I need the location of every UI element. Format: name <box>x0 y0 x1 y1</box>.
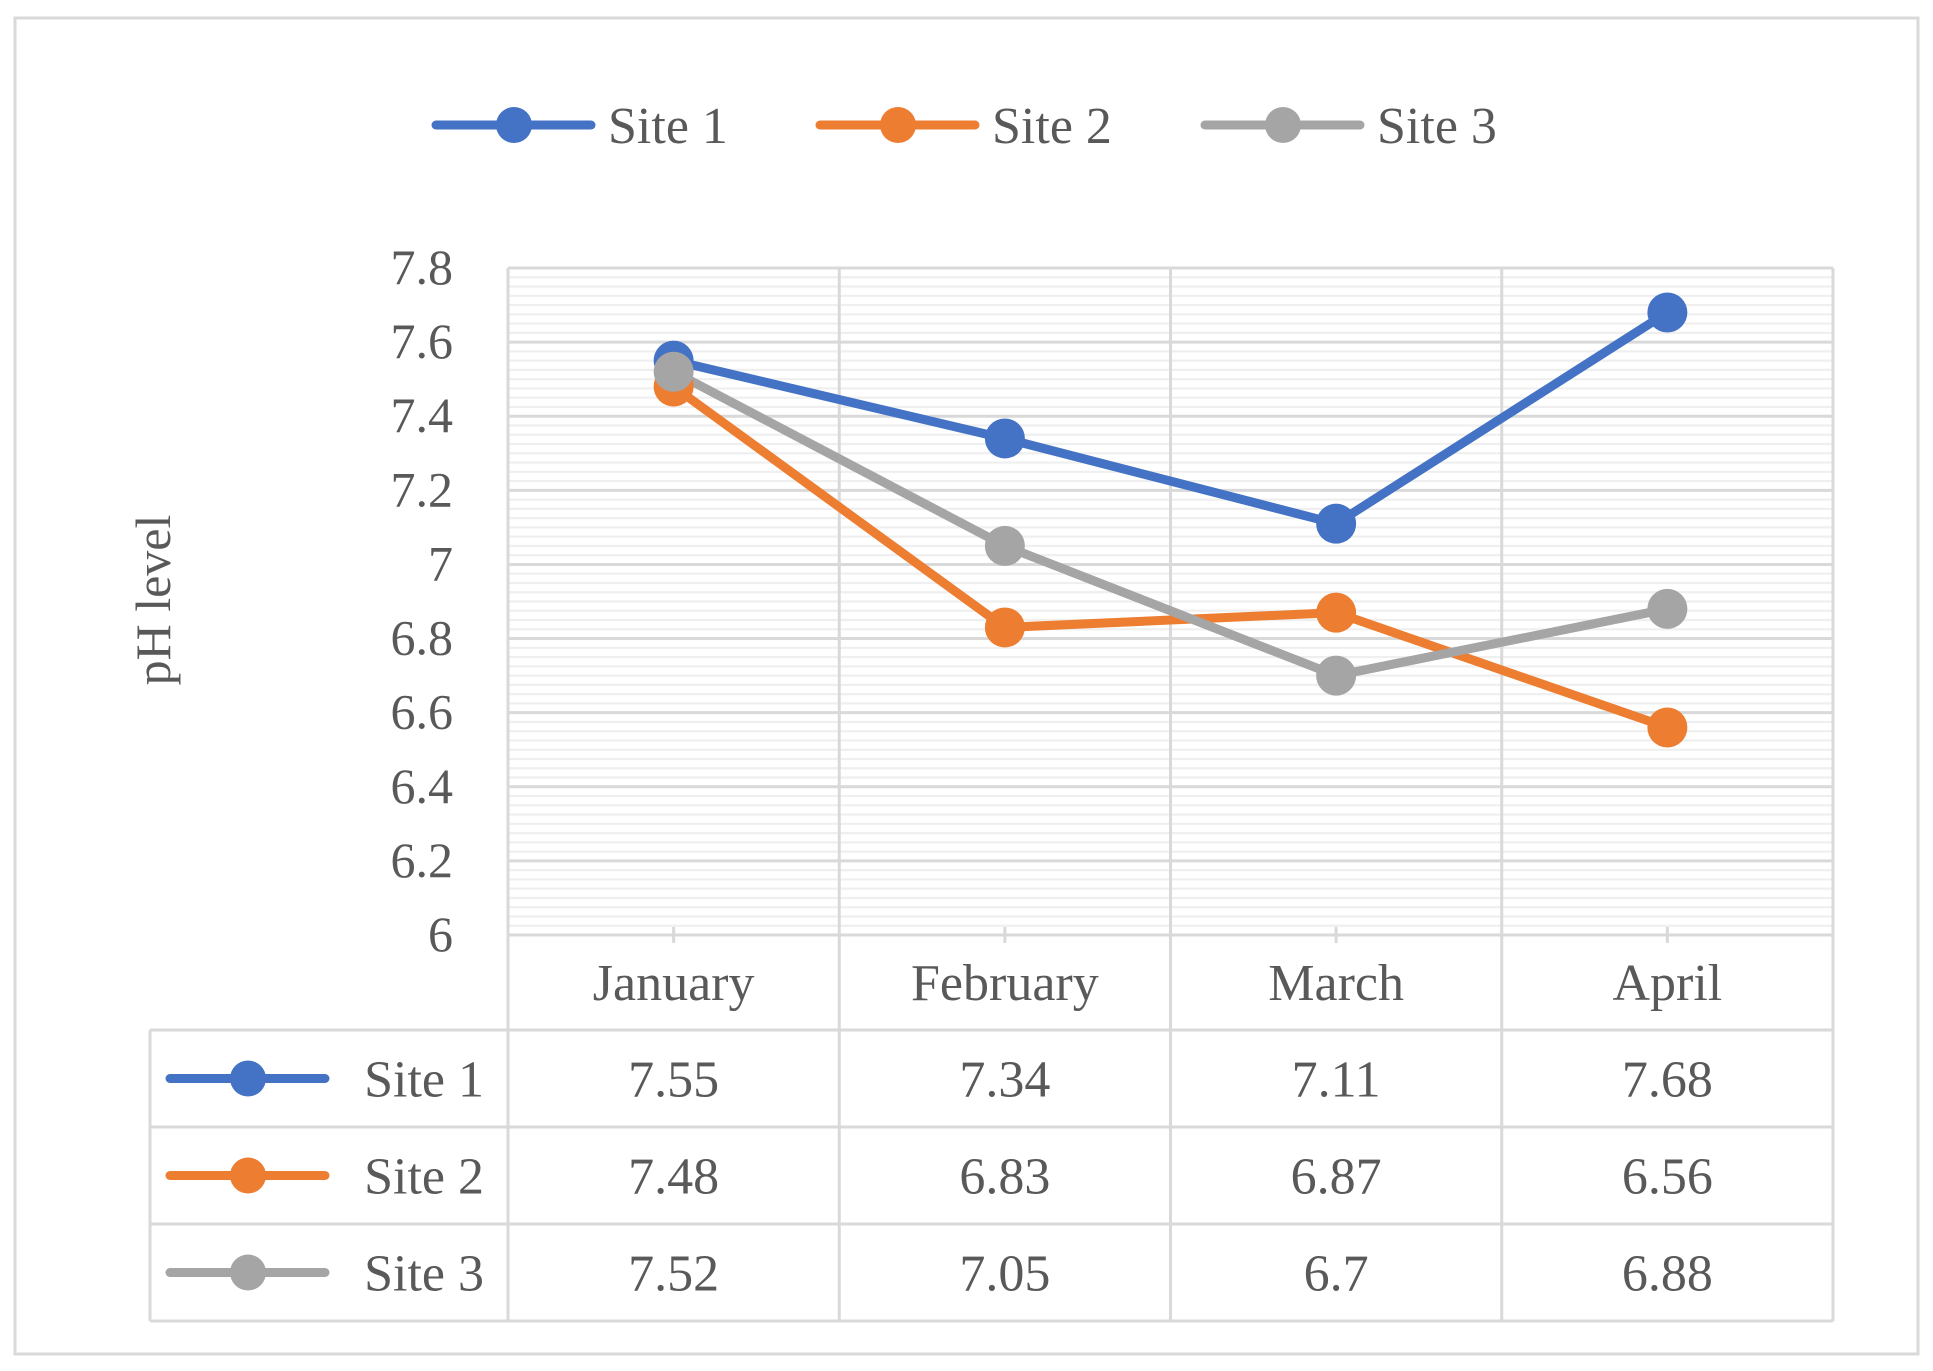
table-value-cell: 7.11 <box>1292 1052 1381 1109</box>
y-tick-label: 6.2 <box>391 832 454 888</box>
x-category-label: March <box>1268 955 1404 1012</box>
y-tick-label: 6.6 <box>391 684 454 740</box>
data-point-marker <box>1647 707 1688 748</box>
table-legend-key-marker <box>230 1060 266 1097</box>
table-value-cell: 7.55 <box>628 1052 719 1109</box>
data-point-marker <box>1316 503 1357 544</box>
legend-key-marker <box>496 107 532 143</box>
y-tick-label: 6.8 <box>391 610 454 666</box>
table-value-cell: 6.88 <box>1622 1246 1713 1303</box>
table-value-cell: 6.7 <box>1304 1246 1369 1303</box>
table-value-cell: 7.05 <box>959 1246 1050 1303</box>
table-series-name: Site 1 <box>364 1052 484 1109</box>
data-point-marker <box>984 607 1025 648</box>
table-legend-key-marker <box>230 1157 266 1194</box>
chart-frame <box>13 16 1920 1356</box>
table-value-cell: 7.48 <box>628 1149 719 1206</box>
legend-label: Site 1 <box>608 98 728 155</box>
data-point-marker <box>653 351 694 392</box>
table-legend-key-marker <box>230 1254 266 1291</box>
table-value-cell: 7.52 <box>628 1246 719 1303</box>
y-axis-label: pH level <box>125 515 181 686</box>
y-tick-label: 6 <box>428 906 453 962</box>
legend-label: Site 3 <box>1377 98 1497 155</box>
data-point-marker <box>1316 655 1357 696</box>
y-tick-label: 7.8 <box>391 239 454 295</box>
table-series-name: Site 2 <box>364 1149 484 1206</box>
table-value-cell: 6.87 <box>1291 1149 1382 1206</box>
data-point-marker <box>1647 292 1688 333</box>
x-category-label: January <box>593 955 755 1012</box>
data-point-marker <box>984 525 1025 566</box>
y-tick-label: 7.4 <box>391 387 454 443</box>
data-point-marker <box>1316 592 1357 633</box>
legend: Site 1 Site 2 Site 3 <box>431 98 1497 155</box>
table-value-cell: 7.34 <box>959 1052 1050 1109</box>
x-category-label: February <box>911 955 1099 1012</box>
data-table: January February March April Site 1 7.55 7.34 7… <box>148 933 1835 1323</box>
series-line <box>669 382 1672 732</box>
y-tick-label: 7.6 <box>391 313 454 369</box>
table-value-cell: 6.56 <box>1622 1149 1713 1206</box>
y-tick-label: 7 <box>428 535 453 591</box>
series-line <box>669 307 1672 529</box>
y-axis-tick-labels: 6 6.2 6.4 6.6 6.8 7 7.2 7.4 7.6 7.8 <box>391 239 454 962</box>
y-tick-label: 6.4 <box>391 758 454 814</box>
data-point-marker <box>984 418 1025 459</box>
data-point-marker <box>1647 588 1688 629</box>
table-value-cell: 6.83 <box>959 1149 1050 1206</box>
table-series-name: Site 3 <box>364 1246 484 1303</box>
series-lines <box>653 292 1688 748</box>
table-value-cell: 7.68 <box>1622 1052 1713 1109</box>
series-line <box>669 367 1672 681</box>
y-tick-label: 7.2 <box>391 461 454 517</box>
x-category-label: April <box>1612 955 1722 1012</box>
legend-key-marker <box>880 107 916 143</box>
legend-label: Site 2 <box>992 98 1112 155</box>
legend-key-marker <box>1265 107 1301 143</box>
